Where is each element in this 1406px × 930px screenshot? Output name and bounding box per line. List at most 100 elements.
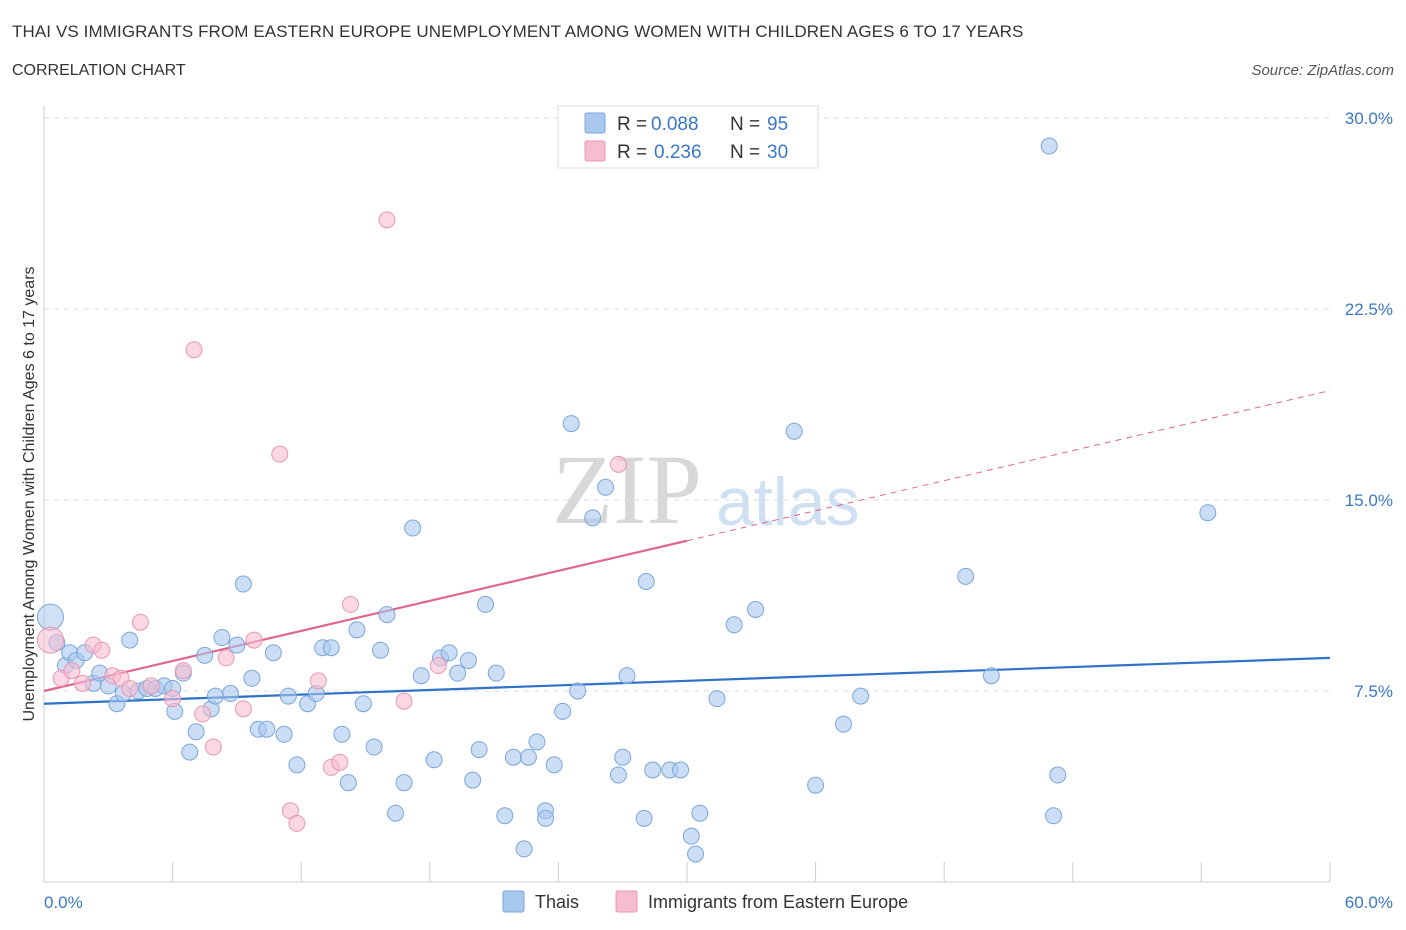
- thais-point: [537, 809, 555, 827]
- stats-legend: R = 0.088 N = 95 R = 0.236 N = 30: [557, 105, 819, 169]
- x-tick-label-max: 60.0%: [1345, 893, 1393, 912]
- thais-point: [387, 804, 405, 822]
- source-credit: Source: ZipAtlas.com: [1251, 62, 1394, 79]
- series-legend: Thais Immigrants from Eastern Europe: [502, 890, 908, 913]
- y-tick-labels: 7.5% 15.0% 22.5% 30.0%: [1345, 109, 1393, 701]
- thais-point: [477, 595, 495, 613]
- thais-point: [258, 720, 276, 738]
- immigrants-trend-extension: [686, 390, 1331, 542]
- immigrants-n-value: 30: [767, 142, 788, 163]
- immigrants-point: [234, 700, 252, 718]
- thais-n-label: N =: [730, 114, 760, 135]
- immigrants-point: [63, 662, 81, 680]
- thais-point: [834, 715, 852, 733]
- chart-subtitle: CORRELATION CHART: [12, 62, 186, 79]
- thais-point: [597, 478, 615, 496]
- immigrants-point: [131, 613, 149, 631]
- thais-swatch: [584, 112, 606, 134]
- y-tick-label: 30.0%: [1345, 109, 1393, 128]
- thais-point: [264, 644, 282, 662]
- immigrants-point: [341, 595, 359, 613]
- immigrants-point: [204, 738, 222, 756]
- immigrants-point: [288, 814, 306, 832]
- thais-point: [569, 682, 587, 700]
- thais-point: [957, 567, 975, 585]
- immigrants-point: [164, 690, 182, 708]
- thais-point: [404, 519, 422, 537]
- gridlines: [44, 117, 1330, 692]
- thais-trend-line: [43, 656, 1331, 705]
- thais-point: [691, 804, 709, 822]
- immigrants-point: [378, 211, 396, 229]
- immigrants-point: [309, 672, 327, 690]
- thais-point: [487, 664, 505, 682]
- thais-point: [682, 827, 700, 845]
- thais-point: [644, 761, 662, 779]
- y-tick-label: 15.0%: [1345, 491, 1393, 510]
- thais-point: [228, 636, 246, 654]
- thais-point: [1040, 137, 1058, 155]
- thais-point: [635, 809, 653, 827]
- thais-point: [618, 667, 636, 685]
- thais-n-value: 95: [767, 114, 788, 135]
- thais-point: [372, 641, 390, 659]
- thais-point: [562, 415, 580, 433]
- immigrants-trend-line: [43, 539, 688, 693]
- thais-point: [395, 774, 413, 792]
- immigrants-point: [194, 705, 212, 723]
- legend-immigrants-swatch: [615, 890, 638, 913]
- thais-point: [348, 621, 366, 639]
- immigrants-point: [609, 455, 627, 473]
- thais-point: [187, 723, 205, 741]
- thais-point: [708, 690, 726, 708]
- thais-r-value: 0.088: [651, 114, 699, 135]
- thais-point: [519, 748, 537, 766]
- thais-point: [852, 687, 870, 705]
- thais-point: [637, 572, 655, 590]
- thais-point: [206, 687, 224, 705]
- watermark: ZIP atlas: [552, 434, 860, 545]
- thais-point: [354, 695, 372, 713]
- thais-point: [785, 422, 803, 440]
- thais-point: [504, 748, 522, 766]
- thais-point: [609, 766, 627, 784]
- immigrants-point: [174, 662, 192, 680]
- thais-point: [412, 667, 430, 685]
- trend-lines: [43, 390, 1331, 705]
- x-tick-label-min: 0.0%: [44, 893, 83, 912]
- thais-point: [1049, 766, 1067, 784]
- immigrants-point: [121, 679, 139, 697]
- thais-point: [464, 771, 482, 789]
- thais-point: [36, 603, 64, 631]
- thais-point: [234, 575, 252, 593]
- thais-point: [279, 687, 297, 705]
- thais-point: [672, 761, 690, 779]
- thais-point: [333, 725, 351, 743]
- watermark-atlas: atlas: [716, 464, 860, 540]
- thais-point: [275, 725, 293, 743]
- immigrants-point: [142, 677, 160, 695]
- thais-point: [365, 738, 383, 756]
- thais-point: [213, 629, 231, 647]
- thais-point: [554, 702, 572, 720]
- thais-point: [515, 840, 533, 858]
- immigrants-point: [93, 641, 111, 659]
- thais-point: [982, 667, 1000, 685]
- legend-immigrants-label: Immigrants from Eastern Europe: [648, 892, 908, 912]
- immigrants-point: [395, 692, 413, 710]
- thais-point: [243, 669, 261, 687]
- thais-point: [339, 774, 357, 792]
- thais-point: [449, 664, 467, 682]
- thais-point: [121, 631, 139, 649]
- immigrants-point: [74, 674, 92, 692]
- thais-point: [584, 509, 602, 527]
- thais-point: [425, 751, 443, 769]
- immigrants-r-value: 0.236: [654, 142, 702, 163]
- immigrants-r-label: R =: [617, 142, 647, 163]
- thais-point: [470, 741, 488, 759]
- immigrants-swatch: [584, 140, 606, 162]
- y-axis-label: Unemployment Among Women with Children A…: [21, 266, 38, 721]
- thais-point: [545, 756, 563, 774]
- thais-point: [440, 644, 458, 662]
